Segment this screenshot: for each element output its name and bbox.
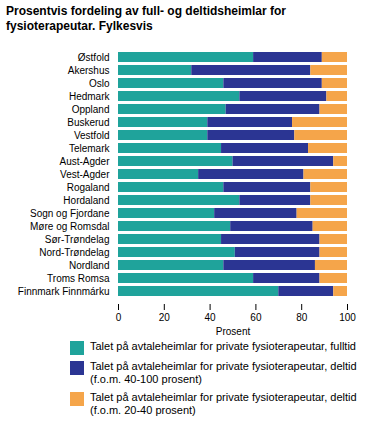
svg-text:Aust-Agder: Aust-Agder (59, 156, 110, 167)
svg-text:Finnmark Finnmárku: Finnmark Finnmárku (18, 286, 110, 297)
svg-text:Nord-Trøndelag: Nord-Trøndelag (39, 247, 109, 258)
html-text:Prosentvis fordeling av full-: Prosentvis fordeling av full- og deltids… (6, 4, 286, 33)
svg-text:Sogn og Fjordane: Sogn og Fjordane (30, 208, 110, 219)
svg-text:Vestfold: Vestfold (74, 130, 110, 141)
svg-text:Oppland: Oppland (72, 104, 110, 115)
svg-text:Hordaland: Hordaland (63, 195, 109, 206)
html-text:Talet på avtaleheimlar for pri: Talet på avtaleheimlar for private fysio… (90, 360, 357, 385)
svg-text:80: 80 (296, 312, 308, 323)
svg-text:Prosent: Prosent (216, 326, 251, 337)
svg-text:Rogaland: Rogaland (67, 182, 110, 193)
svg-text:Østfold: Østfold (78, 52, 110, 63)
svg-text:60: 60 (250, 312, 262, 323)
svg-text:Akershus: Akershus (68, 65, 110, 76)
svg-text:20: 20 (159, 312, 171, 323)
svg-text:Nordland: Nordland (69, 260, 110, 271)
html-text:Talet på avtaleheimlar for pri: Talet på avtaleheimlar for private fysio… (90, 391, 357, 416)
svg-text:Vest-Agder: Vest-Agder (60, 169, 110, 180)
svg-text:40: 40 (205, 312, 217, 323)
svg-text:Sør-Trøndelag: Sør-Trøndelag (45, 234, 110, 245)
svg-text:Telemark: Telemark (69, 143, 111, 154)
svg-text:Troms Romsa: Troms Romsa (47, 273, 110, 284)
svg-text:Oslo: Oslo (89, 78, 110, 89)
svg-text:Buskerud: Buskerud (67, 117, 109, 128)
html-text:Talet på avtaleheimlar for pri: Talet på avtaleheimlar for private fysio… (90, 340, 356, 352)
svg-text:0: 0 (116, 312, 122, 323)
svg-text:Hedmark: Hedmark (69, 91, 111, 102)
svg-text:Møre og Romsdal: Møre og Romsdal (30, 221, 109, 232)
svg-text:100: 100 (339, 312, 356, 323)
